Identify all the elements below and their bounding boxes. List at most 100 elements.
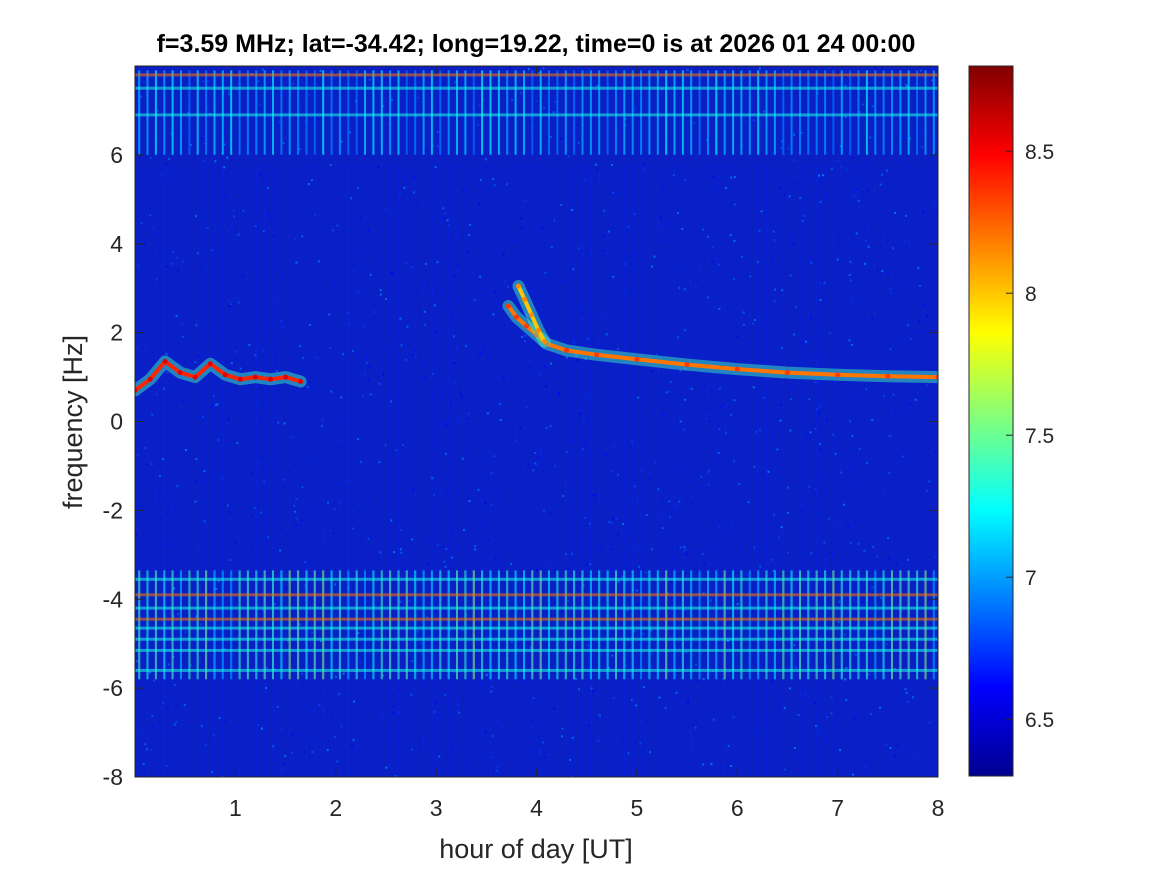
horizontal-band (135, 86, 938, 90)
trace-point (524, 323, 529, 329)
noise-speckle (259, 174, 262, 177)
interference-stripe (556, 70, 559, 155)
noise-speckle (808, 485, 811, 488)
noise-speckle (299, 345, 302, 348)
noise-speckle (872, 218, 875, 221)
noise-speckle (909, 137, 912, 140)
noise-speckle (317, 260, 320, 263)
noise-speckle (479, 683, 482, 686)
interference-stripe (882, 570, 885, 680)
noise-speckle (330, 390, 333, 393)
noise-speckle (241, 275, 244, 278)
noise-speckle (871, 545, 874, 548)
noise-speckle (520, 165, 523, 168)
noise-speckle (620, 131, 623, 134)
y-tick-label: 6 (110, 142, 123, 168)
noise-speckle (202, 416, 204, 419)
noise-speckle (884, 744, 887, 746)
noise-speckle (648, 477, 651, 480)
noise-speckle (522, 288, 525, 291)
noise-speckle (382, 105, 385, 108)
interference-stripe (723, 570, 726, 680)
noise-speckle (905, 214, 907, 217)
noise-speckle (190, 143, 193, 146)
noise-speckle (416, 630, 419, 633)
noise-speckle (204, 744, 207, 747)
noise-speckle (468, 679, 471, 682)
noise-speckle (334, 583, 337, 586)
noise-speckle (529, 366, 532, 369)
noise-speckle (140, 731, 143, 734)
noise-speckle (885, 642, 888, 645)
noise-speckle (910, 379, 913, 381)
interference-stripe (598, 570, 601, 680)
noise-speckle (173, 587, 176, 590)
noise-speckle (411, 538, 414, 541)
noise-speckle (780, 526, 783, 529)
noise-speckle (536, 569, 538, 571)
noise-speckle (558, 391, 560, 394)
noise-speckle (527, 68, 530, 71)
faint-stripe (933, 163, 935, 777)
noise-speckle (206, 107, 209, 110)
interference-stripe (196, 70, 199, 155)
noise-speckle (453, 362, 456, 365)
noise-speckle (162, 458, 165, 461)
noise-speckle (170, 262, 173, 265)
noise-speckle (291, 751, 294, 754)
noise-speckle (887, 536, 890, 539)
interference-stripe (589, 70, 592, 155)
noise-speckle (369, 273, 372, 276)
interference-stripe (732, 570, 735, 680)
noise-speckle (642, 686, 645, 689)
noise-speckle (719, 405, 722, 408)
noise-speckle (555, 433, 558, 436)
interference-stripe (464, 570, 467, 680)
noise-speckle (889, 371, 892, 374)
interference-stripe (732, 70, 735, 155)
noise-speckle (481, 495, 484, 498)
noise-speckle (749, 275, 752, 278)
noise-speckle (684, 398, 687, 401)
noise-speckle (762, 663, 764, 666)
noise-speckle (478, 104, 481, 107)
noise-speckle (331, 229, 334, 232)
noise-speckle (611, 654, 614, 657)
noise-speckle (140, 95, 143, 98)
noise-speckle (814, 427, 817, 430)
noise-speckle (773, 239, 776, 242)
noise-speckle (699, 614, 702, 617)
colorbar-tick-label: 8 (1025, 283, 1037, 306)
noise-speckle (414, 355, 417, 358)
noise-speckle (912, 696, 915, 699)
noise-speckle (517, 470, 520, 473)
noise-speckle (149, 214, 152, 217)
noise-speckle (298, 148, 301, 151)
interference-stripe (464, 70, 467, 155)
noise-speckle (588, 549, 591, 551)
noise-speckle (571, 440, 573, 443)
noise-speckle (338, 692, 341, 695)
noise-speckle (294, 510, 297, 513)
noise-speckle (211, 771, 213, 774)
noise-speckle (182, 335, 184, 338)
noise-speckle (373, 774, 376, 777)
noise-speckle (809, 431, 812, 434)
noise-speckle (360, 461, 363, 463)
noise-speckle (725, 432, 727, 434)
noise-speckle (399, 191, 402, 194)
interference-stripe (439, 70, 442, 155)
noise-speckle (893, 589, 896, 592)
faint-stripe (807, 163, 810, 777)
noise-speckle (175, 679, 178, 682)
noise-speckle (185, 449, 187, 451)
noise-speckle (358, 503, 361, 506)
faint-stripe (473, 163, 475, 777)
noise-speckle (732, 527, 735, 530)
noise-speckle (405, 358, 407, 361)
noise-speckle (849, 179, 851, 182)
noise-speckle (659, 609, 662, 612)
faint-stripe (263, 163, 266, 777)
noise-speckle (661, 527, 664, 530)
noise-speckle (862, 103, 865, 106)
